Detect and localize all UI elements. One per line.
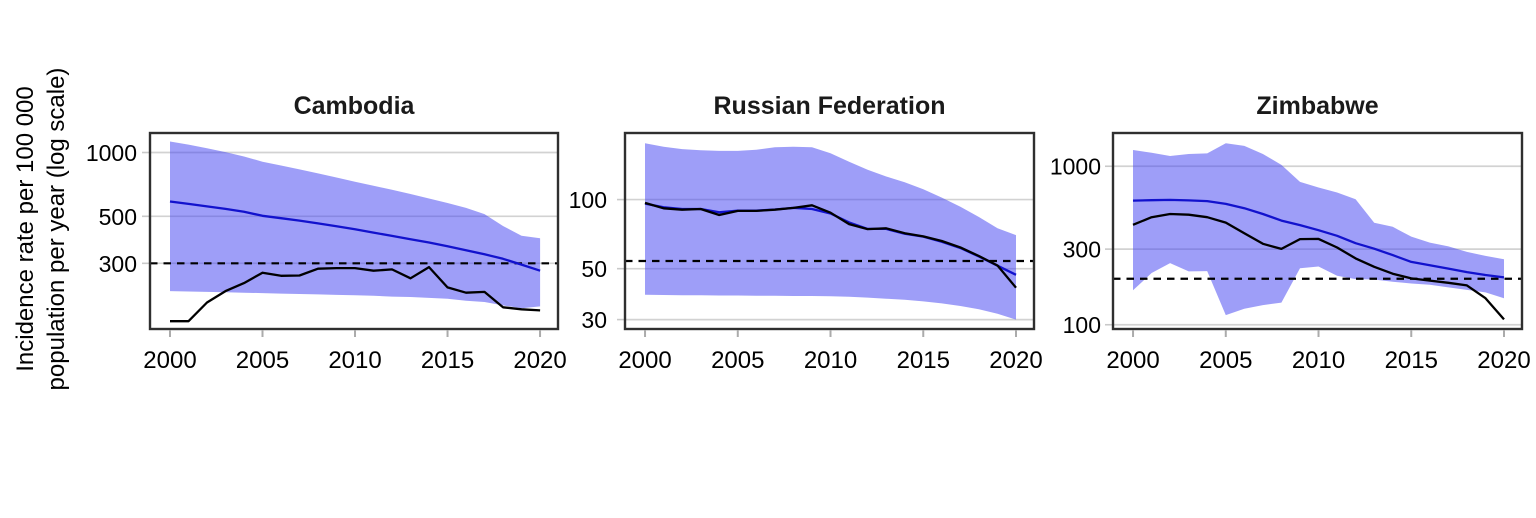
- x-tick-label: 2010: [1292, 347, 1345, 374]
- x-tick-label: 2005: [236, 347, 289, 374]
- y-tick-label: 500: [99, 204, 137, 230]
- x-tick-label: 2020: [1477, 347, 1530, 374]
- panel-border: [148, 131, 560, 331]
- y-axis-label: Incidence rate per 100 000 population pe…: [10, 4, 72, 454]
- panel-title-cambodia: Cambodia: [293, 92, 415, 120]
- panel-border: [1111, 131, 1524, 331]
- plot-area: [151, 141, 557, 323]
- y-axis-label-line2: population per year (log scale): [43, 67, 70, 391]
- x-tick-label: 2015: [421, 347, 474, 374]
- x-tick-label: 2005: [711, 347, 764, 374]
- panel-border: [623, 131, 1036, 331]
- estimated-incidence-line: [169, 200, 541, 272]
- y-tick-label: 300: [1063, 237, 1101, 263]
- estimated-incidence-line: [1132, 198, 1505, 279]
- x-tick-label: 2010: [328, 347, 381, 374]
- y-tick-label: 1000: [86, 140, 137, 166]
- x-tick-label: 2000: [143, 347, 196, 374]
- notifications-line: [644, 201, 1017, 289]
- x-tick-label: 2005: [1199, 347, 1252, 374]
- panel-title-russian-federation: Russian Federation: [713, 92, 946, 120]
- x-tick-label: 2015: [897, 347, 950, 374]
- y-tick-label: 300: [99, 251, 137, 277]
- notifications-line: [1132, 212, 1505, 321]
- x-tick-label: 2000: [1106, 347, 1159, 374]
- uncertainty-band: [170, 141, 541, 309]
- x-tick-label: 2020: [513, 347, 566, 374]
- panel-title-zimbabwe: Zimbabwe: [1256, 92, 1379, 120]
- plot-area: [1114, 143, 1521, 321]
- x-tick-label: 2000: [618, 347, 671, 374]
- y-tick-label: 100: [1063, 312, 1101, 338]
- x-tick-label: 2010: [804, 347, 857, 374]
- y-tick-label: 50: [581, 256, 607, 282]
- y-tick-label: 1000: [1050, 154, 1101, 180]
- y-tick-label: 30: [581, 307, 607, 333]
- notifications-line: [170, 265, 541, 323]
- uncertainty-band: [645, 143, 1016, 320]
- y-tick-label: 100: [569, 187, 607, 213]
- x-tick-label: 2015: [1385, 347, 1438, 374]
- panel-cambodia: 1000 500 300 2000 2005 2010 2015 2020: [86, 131, 567, 374]
- plot-area: [626, 143, 1033, 320]
- y-axis-label-line1: Incidence rate per 100 000: [12, 86, 39, 372]
- x-tick-label: 2020: [989, 347, 1042, 374]
- panel-russian-federation: 100 50 30 2000 2005 2010 2015 2020: [569, 131, 1043, 374]
